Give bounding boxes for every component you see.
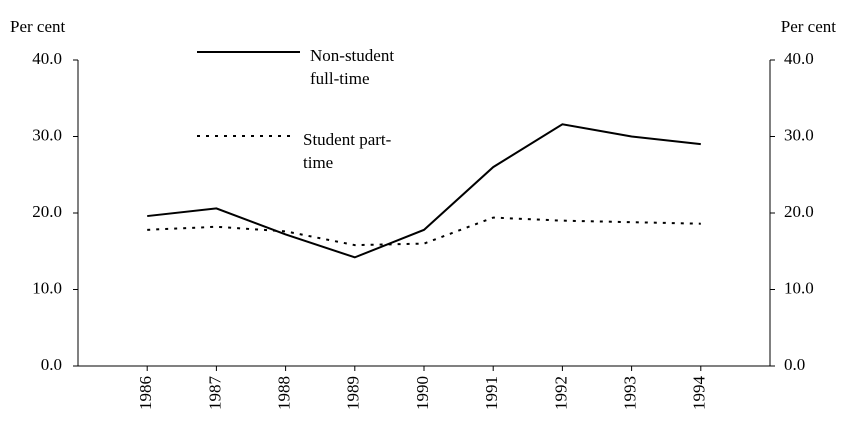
x-tick-label: 1991 xyxy=(482,376,501,410)
x-tick-label: 1986 xyxy=(136,376,155,410)
series-line xyxy=(147,123,701,259)
x-tick-label: 1987 xyxy=(205,376,224,411)
y2-tick-label: 40.0 xyxy=(784,49,814,68)
legend-label: Non-student full-time xyxy=(310,46,395,88)
x-tick-label: 1989 xyxy=(344,376,363,410)
x-tick-label: 1994 xyxy=(690,376,709,411)
y-axis-label: Per cent xyxy=(10,17,66,36)
y2-tick-label: 30.0 xyxy=(784,125,814,144)
y-tick-label: 0.0 xyxy=(41,355,62,374)
y-tick-label: 10.0 xyxy=(32,278,62,297)
y-tick-label: 20.0 xyxy=(32,202,62,221)
y-tick-label: 40.0 xyxy=(32,49,62,68)
y-tick-label: 30.0 xyxy=(32,125,62,144)
series-line xyxy=(147,216,701,247)
x-tick-label: 1992 xyxy=(551,376,570,410)
x-tick-label: 1993 xyxy=(621,376,640,410)
y2-tick-label: 20.0 xyxy=(784,202,814,221)
legend-label: Student part-time xyxy=(303,130,392,172)
y2-tick-label: 0.0 xyxy=(784,355,805,374)
y2-axis-label: Per cent xyxy=(781,17,837,36)
y2-tick-label: 10.0 xyxy=(784,278,814,297)
x-tick-label: 1988 xyxy=(275,376,294,410)
x-tick-label: 1990 xyxy=(413,376,432,410)
